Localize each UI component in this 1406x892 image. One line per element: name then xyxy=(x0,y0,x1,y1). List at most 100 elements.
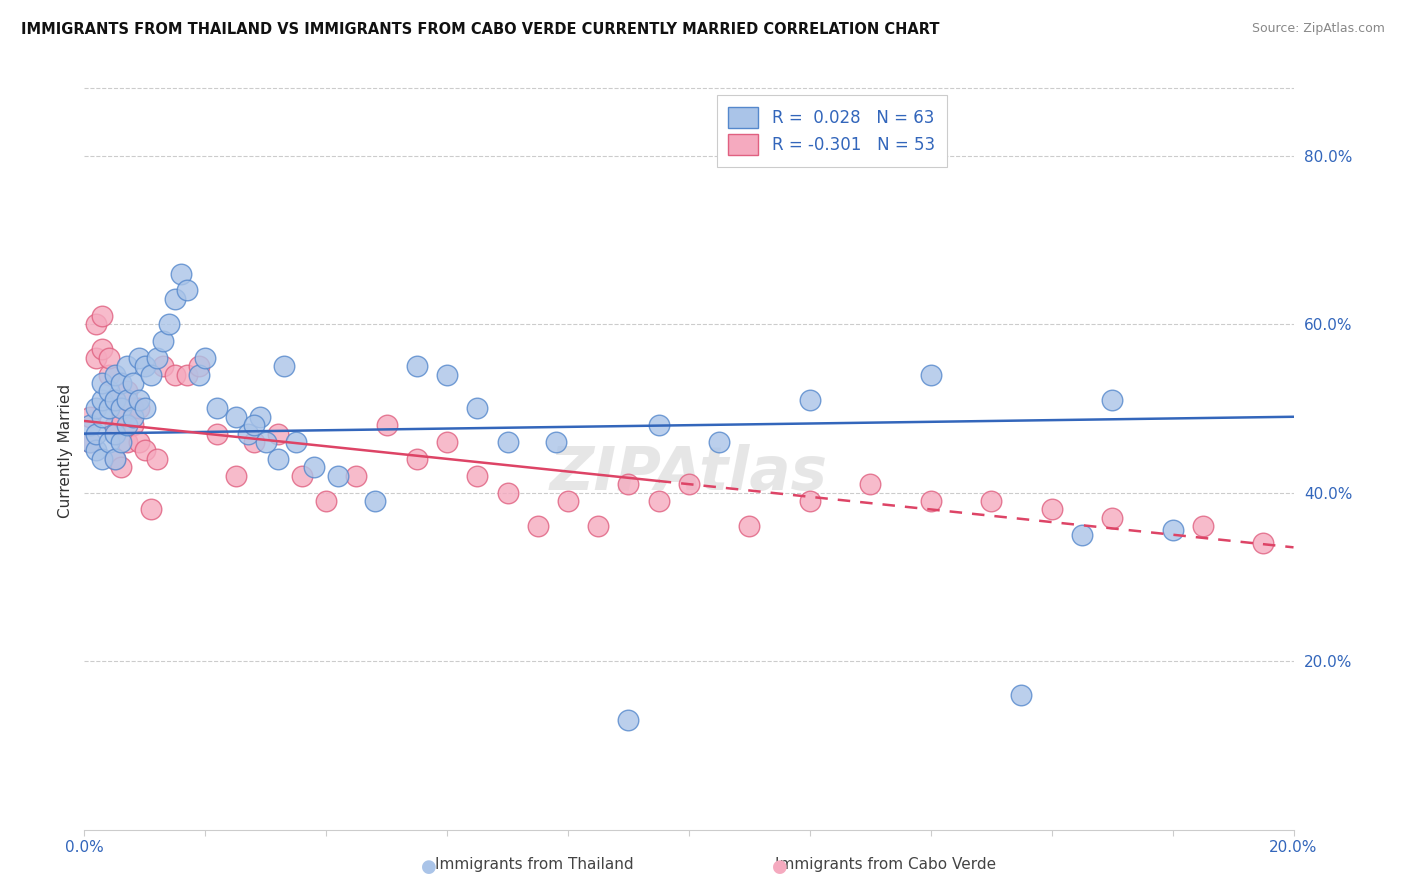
Point xyxy=(436,435,458,450)
Point xyxy=(165,292,187,306)
Point xyxy=(588,519,610,533)
Point xyxy=(115,384,138,399)
Text: ZIPAtlas: ZIPAtlas xyxy=(550,443,828,503)
Point xyxy=(207,401,229,416)
Point xyxy=(165,368,187,382)
Point xyxy=(134,359,156,374)
Y-axis label: Currently Married: Currently Married xyxy=(58,384,73,517)
Point xyxy=(267,426,290,441)
Point xyxy=(302,460,325,475)
Point xyxy=(194,351,217,365)
Point xyxy=(110,401,132,416)
Point xyxy=(86,426,108,441)
Point xyxy=(436,368,458,382)
Point xyxy=(980,494,1002,508)
Point xyxy=(152,359,174,374)
Point xyxy=(557,494,579,508)
Point xyxy=(225,409,247,424)
Point xyxy=(91,409,114,424)
Point xyxy=(678,477,700,491)
Point xyxy=(86,401,108,416)
Point xyxy=(254,435,277,450)
Point xyxy=(363,494,385,508)
Point xyxy=(273,359,295,374)
Point xyxy=(496,435,519,450)
Point xyxy=(1071,527,1094,541)
Point xyxy=(104,392,127,407)
Point xyxy=(799,392,821,407)
Point xyxy=(104,426,127,441)
Point xyxy=(152,334,174,348)
Point xyxy=(79,418,101,433)
Point xyxy=(115,435,138,450)
Text: ●: ● xyxy=(420,858,437,876)
Point xyxy=(496,485,519,500)
Point xyxy=(467,468,489,483)
Point xyxy=(188,359,211,374)
Point xyxy=(91,392,114,407)
Point xyxy=(617,713,640,727)
Point xyxy=(709,435,731,450)
Point xyxy=(86,443,108,458)
Point xyxy=(170,267,193,281)
Point xyxy=(86,317,108,331)
Point xyxy=(110,409,132,424)
Point xyxy=(544,435,567,450)
Point xyxy=(1101,392,1123,407)
Point xyxy=(648,494,671,508)
Point xyxy=(79,435,101,450)
Point xyxy=(128,401,150,416)
Point xyxy=(406,451,429,466)
Point xyxy=(1101,511,1123,525)
Point xyxy=(110,376,132,390)
Text: Immigrants from Cabo Verde: Immigrants from Cabo Verde xyxy=(775,857,997,872)
Point xyxy=(648,418,671,433)
Point xyxy=(104,392,127,407)
Point xyxy=(139,368,162,382)
Point xyxy=(176,368,198,382)
Point xyxy=(406,359,429,374)
Point xyxy=(467,401,489,416)
Point xyxy=(139,502,162,516)
Point xyxy=(91,376,114,390)
Point xyxy=(110,460,132,475)
Point xyxy=(91,343,114,357)
Point xyxy=(527,519,550,533)
Point xyxy=(91,309,114,323)
Point xyxy=(97,401,120,416)
Point xyxy=(121,409,143,424)
Point xyxy=(121,418,143,433)
Point xyxy=(225,468,247,483)
Text: Immigrants from Thailand: Immigrants from Thailand xyxy=(434,857,634,872)
Point xyxy=(115,418,138,433)
Point xyxy=(188,368,211,382)
Point xyxy=(97,435,120,450)
Point xyxy=(110,435,132,450)
Point xyxy=(128,392,150,407)
Point xyxy=(236,426,259,441)
Point xyxy=(920,368,942,382)
Point xyxy=(346,468,368,483)
Point xyxy=(1253,536,1275,550)
Point xyxy=(115,359,138,374)
Point xyxy=(104,368,127,382)
Point xyxy=(242,435,264,450)
Text: ●: ● xyxy=(772,858,789,876)
Point xyxy=(134,443,156,458)
Point xyxy=(328,468,350,483)
Point xyxy=(104,451,127,466)
Point xyxy=(1192,519,1215,533)
Point xyxy=(267,451,290,466)
Point xyxy=(79,409,101,424)
Point xyxy=(285,435,308,450)
Point xyxy=(128,435,150,450)
Point xyxy=(128,351,150,365)
Point xyxy=(617,477,640,491)
Point xyxy=(104,451,127,466)
Point xyxy=(1040,502,1063,516)
Text: Source: ZipAtlas.com: Source: ZipAtlas.com xyxy=(1251,22,1385,36)
Point xyxy=(315,494,337,508)
Point xyxy=(157,317,180,331)
Point xyxy=(146,351,169,365)
Point xyxy=(375,418,398,433)
